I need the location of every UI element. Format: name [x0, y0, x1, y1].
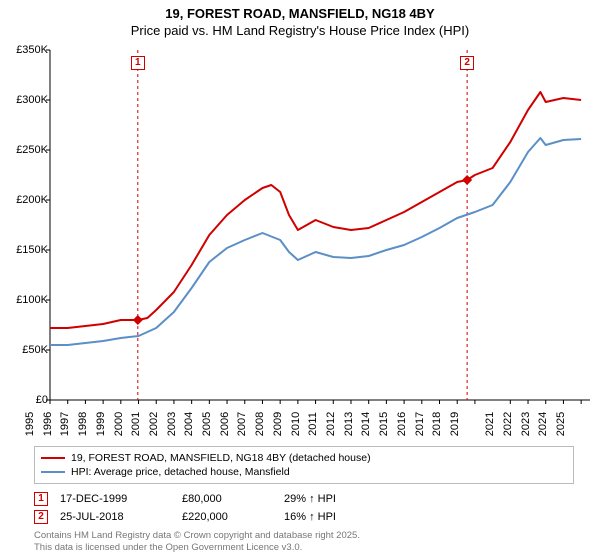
- marker-data-table: 1 17-DEC-1999 £80,000 29% ↑ HPI 2 25-JUL…: [34, 490, 574, 526]
- marker-price: £80,000: [182, 493, 272, 505]
- x-tick-label: 2011: [307, 404, 319, 444]
- marker-box: 1: [131, 56, 145, 70]
- marker-date: 25-JUL-2018: [60, 511, 170, 523]
- y-tick-label: £250K: [0, 144, 48, 156]
- footer-line2: This data is licensed under the Open Gov…: [34, 542, 360, 554]
- y-tick-label: £150K: [0, 244, 48, 256]
- footer-line1: Contains HM Land Registry data © Crown c…: [34, 530, 360, 542]
- x-tick-label: 2012: [325, 404, 337, 444]
- x-tick-label: 2004: [183, 404, 195, 444]
- x-tick-label: 2009: [272, 404, 284, 444]
- table-row: 1 17-DEC-1999 £80,000 29% ↑ HPI: [34, 490, 574, 508]
- x-tick-label: 2006: [219, 404, 231, 444]
- chart-container: 19, FOREST ROAD, MANSFIELD, NG18 4BY Pri…: [0, 0, 600, 560]
- marker-hpi: 16% ↑ HPI: [284, 511, 384, 523]
- marker-hpi: 29% ↑ HPI: [284, 493, 384, 505]
- x-tick-label: 2015: [378, 404, 390, 444]
- x-tick-label: 2014: [360, 404, 372, 444]
- legend-swatch: [41, 471, 65, 473]
- legend-item: 19, FOREST ROAD, MANSFIELD, NG18 4BY (de…: [41, 451, 567, 465]
- plot-svg: [0, 0, 600, 440]
- x-tick-label: 2001: [130, 404, 142, 444]
- x-tick-label: 2017: [414, 404, 426, 444]
- marker-box: 2: [460, 56, 474, 70]
- legend-swatch: [41, 457, 65, 459]
- y-tick-label: £350K: [0, 44, 48, 56]
- x-tick-label: 2005: [201, 404, 213, 444]
- x-tick-label: 2024: [537, 404, 549, 444]
- footer: Contains HM Land Registry data © Crown c…: [34, 530, 360, 555]
- x-tick-label: 2013: [343, 404, 355, 444]
- x-tick-label: 2002: [148, 404, 160, 444]
- x-tick-label: 2010: [290, 404, 302, 444]
- y-tick-label: £200K: [0, 194, 48, 206]
- x-tick-label: 2016: [396, 404, 408, 444]
- y-tick-label: £100K: [0, 294, 48, 306]
- marker-badge: 2: [34, 510, 48, 524]
- marker-badge: 1: [34, 492, 48, 506]
- x-tick-label: 1996: [42, 404, 54, 444]
- x-tick-label: 2025: [555, 404, 567, 444]
- x-tick-label: 1999: [95, 404, 107, 444]
- legend-item: HPI: Average price, detached house, Mans…: [41, 465, 567, 479]
- x-tick-label: 2018: [431, 404, 443, 444]
- legend: 19, FOREST ROAD, MANSFIELD, NG18 4BY (de…: [34, 446, 574, 484]
- table-row: 2 25-JUL-2018 £220,000 16% ↑ HPI: [34, 508, 574, 526]
- marker-date: 17-DEC-1999: [60, 493, 170, 505]
- x-tick-label: 2000: [113, 404, 125, 444]
- x-tick-label: 1998: [77, 404, 89, 444]
- y-tick-label: £300K: [0, 94, 48, 106]
- x-tick-label: 2021: [484, 404, 496, 444]
- x-tick-label: 1995: [24, 404, 36, 444]
- legend-label: 19, FOREST ROAD, MANSFIELD, NG18 4BY (de…: [71, 452, 371, 464]
- y-tick-label: £50K: [0, 344, 48, 356]
- x-tick-label: 2019: [449, 404, 461, 444]
- x-tick-label: 2022: [502, 404, 514, 444]
- x-tick-label: 2008: [254, 404, 266, 444]
- x-tick-label: 2007: [236, 404, 248, 444]
- x-tick-label: 2023: [520, 404, 532, 444]
- x-tick-label: 1997: [59, 404, 71, 444]
- legend-label: HPI: Average price, detached house, Mans…: [71, 466, 290, 478]
- x-tick-label: 2003: [166, 404, 178, 444]
- marker-price: £220,000: [182, 511, 272, 523]
